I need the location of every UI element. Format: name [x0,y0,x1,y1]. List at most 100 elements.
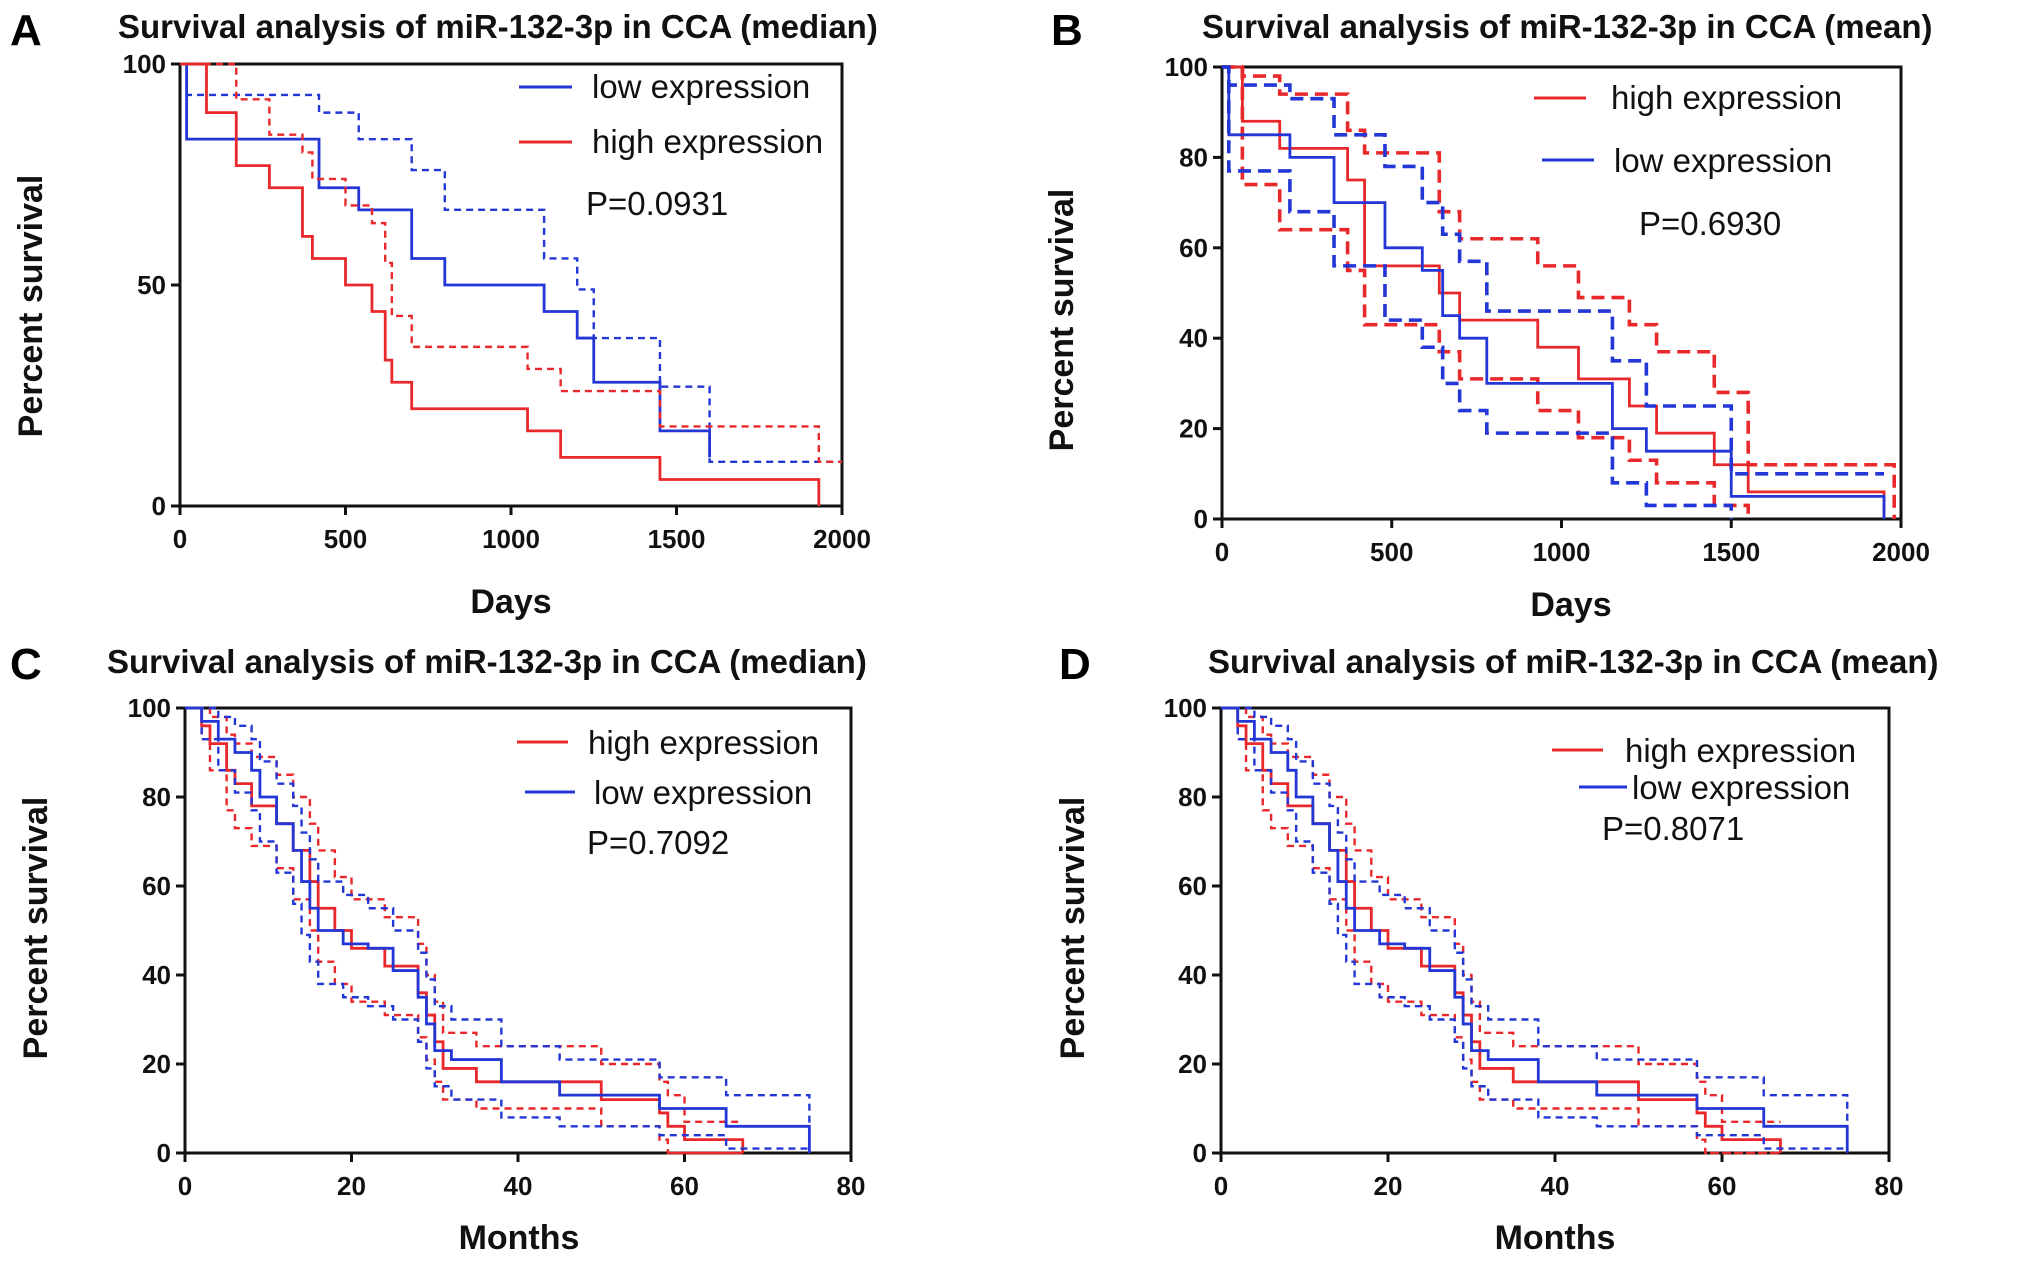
plot-area-d: 0 20 40 60 80 0 20 40 60 80 100 [1164,693,1904,1201]
x-axis-label-a: Days [470,583,551,621]
x-tick-label-b-3: 1500 [1702,537,1760,567]
km-curve-c-low-ci-5 [185,706,811,1153]
panel-letter-d: D [1059,640,1091,689]
chart-b-svg: B Survival analysis of miR-132-3p in CCA… [1043,6,1933,624]
legend-label-c-0: high expression [588,724,819,761]
x-tick-label-d-0: 0 [1214,1171,1228,1201]
x-axis-label-c: Months [459,1219,580,1257]
x-tick-label-d-2: 40 [1541,1171,1570,1201]
km-curve-b-high-ci-1 [1222,65,1897,519]
y-tick-label-b-0: 0 [1194,504,1208,534]
y-tick-label-c-4: 80 [142,782,171,812]
km-curve-b-low-ci-4 [1222,65,1885,476]
y-tick-label-d-5: 100 [1164,693,1207,723]
x-tick-label-d-3: 60 [1708,1171,1737,1201]
x-axis-label-d: Months [1495,1219,1616,1257]
y-tick-label-a-0: 0 [152,491,166,521]
km-curve-a-low-ci-1 [180,62,842,463]
p-value-c: P=0.7092 [587,824,729,861]
y-axis-label-c: Percent survival [17,797,55,1060]
legend-label-d-0: high expression [1625,732,1856,769]
x-tick-label-c-3: 60 [670,1171,699,1201]
y-tick-label-d-0: 0 [1193,1138,1207,1168]
km-curve-a-high-2 [180,62,821,506]
km-curve-a-low-0 [180,62,711,458]
legend-b: high expression low expression [1534,79,1842,179]
x-tick-label-d-1: 20 [1374,1171,1403,1201]
panel-a: A Survival analysis of miR-132-3p in CCA… [0,0,1015,632]
panel-c: C Survival analysis of miR-132-3p in CCA… [0,632,1015,1264]
legend-label-a-0: low expression [592,68,810,105]
chart-a-svg: A Survival analysis of miR-132-3p in CCA… [10,6,878,621]
x-tick-label-c-2: 40 [504,1171,533,1201]
km-curve-c-high-ci-2 [185,706,743,1155]
y-tick-label-b-1: 20 [1179,414,1208,444]
legend-label-b-1: low expression [1614,142,1832,179]
panel-letter-b: B [1051,6,1083,55]
y-tick-label-b-2: 40 [1179,323,1208,353]
km-curve-a-high-ci-3 [180,62,842,463]
chart-d-svg: D Survival analysis of miR-132-3p in CCA… [1054,640,1939,1257]
plot-area-b: 0 500 1000 1500 2000 0 20 40 60 80 100 [1165,52,1930,567]
km-curve-d-low-ci-4 [1221,706,1849,1127]
km-curve-c-low-ci-4 [185,706,811,1127]
y-tick-label-a-2: 100 [123,49,166,79]
x-tick-label-a-4: 2000 [813,524,871,554]
x-tick-label-c-4: 80 [837,1171,866,1201]
y-tick-label-d-4: 80 [1178,782,1207,812]
chart-title-d: Survival analysis of miR-132-3p in CCA (… [1208,643,1939,680]
p-value-a: P=0.0931 [586,185,728,222]
km-curve-b-high-0 [1222,65,1886,519]
plot-area-c: 0 20 40 60 80 0 20 40 60 80 100 [128,693,866,1201]
x-tick-label-c-1: 20 [337,1171,366,1201]
y-axis-label-b: Percent survival [1043,189,1081,452]
legend-a: low expression high expression [519,68,823,160]
plot-area-a: 0 500 1000 1500 2000 0 50 100 [123,49,871,554]
km-curve-d-high-ci-2 [1221,706,1781,1155]
chart-title-b: Survival analysis of miR-132-3p in CCA (… [1202,8,1933,45]
y-tick-label-b-5: 100 [1165,52,1208,82]
y-tick-label-d-1: 20 [1178,1049,1207,1079]
chart-title-a: Survival analysis of miR-132-3p in CCA (… [118,8,878,45]
y-tick-label-c-1: 20 [142,1049,171,1079]
plot-frame-b [1220,65,1903,521]
x-tick-label-b-1: 500 [1370,537,1413,567]
chart-title-c: Survival analysis of miR-132-3p in CCA (… [107,643,867,680]
legend-label-b-0: high expression [1611,79,1842,116]
panel-letter-c: C [10,640,42,689]
km-curve-c-low-3 [185,706,811,1153]
y-tick-label-c-0: 0 [157,1138,171,1168]
x-tick-label-a-3: 1500 [648,524,706,554]
km-curve-b-low-ci-5 [1222,65,1734,519]
x-tick-label-a-2: 1000 [482,524,540,554]
y-tick-label-c-5: 100 [128,693,171,723]
x-tick-label-b-0: 0 [1215,537,1229,567]
x-tick-label-d-4: 80 [1875,1171,1904,1201]
y-tick-label-d-3: 60 [1178,871,1207,901]
km-curve-c-high-0 [185,706,745,1153]
y-axis-label-d: Percent survival [1054,797,1092,1060]
x-tick-label-a-1: 500 [324,524,367,554]
y-tick-label-b-3: 60 [1179,233,1208,263]
km-curve-d-low-3 [1221,706,1849,1153]
p-value-b: P=0.6930 [1639,205,1781,242]
x-axis-label-b: Days [1530,586,1611,624]
y-tick-label-a-1: 50 [137,270,166,300]
chart-c-svg: C Survival analysis of miR-132-3p in CCA… [10,640,867,1257]
y-axis-label-a: Percent survival [12,175,50,438]
y-tick-label-c-3: 60 [142,871,171,901]
legend-label-a-1: high expression [592,123,823,160]
x-tick-label-b-2: 1000 [1533,537,1591,567]
km-curve-d-high-0 [1221,706,1782,1153]
y-tick-label-c-2: 40 [142,960,171,990]
panel-b: B Survival analysis of miR-132-3p in CCA… [1015,0,2030,632]
legend-label-d-1: low expression [1632,769,1850,806]
x-tick-label-c-0: 0 [178,1171,192,1201]
panel-letter-a: A [10,6,42,55]
x-tick-label-b-4: 2000 [1872,537,1930,567]
legend-c: high expression low expression [517,724,819,811]
km-curve-b-low-3 [1222,65,1886,519]
y-tick-label-d-2: 40 [1178,960,1207,990]
km-curve-b-high-ci-2 [1222,65,1751,519]
legend-label-c-1: low expression [594,774,812,811]
